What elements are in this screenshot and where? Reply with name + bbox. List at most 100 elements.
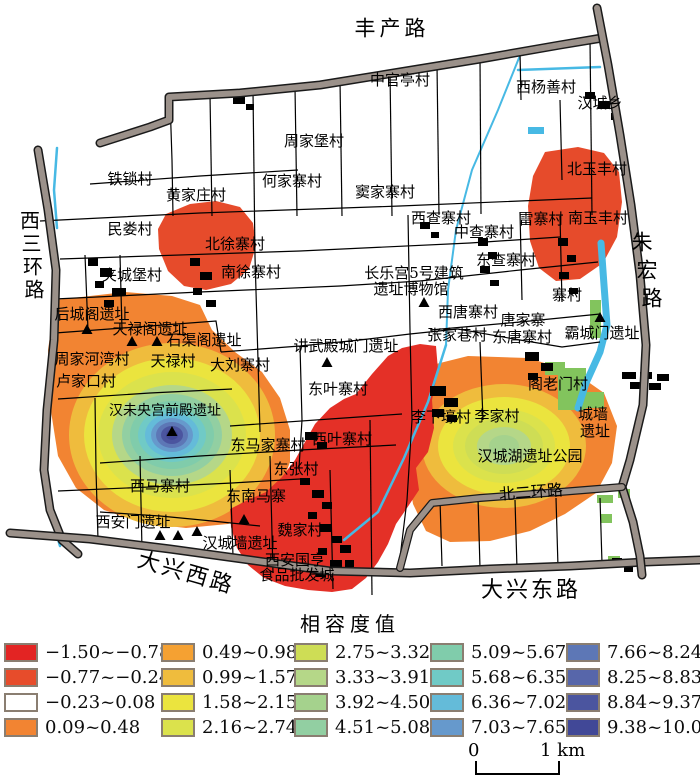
heritage-site-marker — [191, 526, 203, 536]
legend-item: 2.75~3.32 — [294, 642, 430, 663]
legend-swatch — [161, 718, 195, 737]
heritage-site-marker — [172, 530, 184, 540]
road-label-xisanhuanlu: 路 — [25, 278, 45, 302]
village-label: 南徐寨村 — [221, 263, 281, 281]
site-label: 后城阁遗址 — [54, 305, 129, 323]
legend-swatch — [4, 668, 38, 687]
legend-swatch — [430, 718, 464, 737]
legend-item: 8.25~8.83 — [566, 667, 700, 688]
legend-range-label: 2.75~3.32 — [335, 642, 431, 663]
legend-swatch — [430, 643, 464, 662]
legend-range-label: 5.68~6.35 — [471, 667, 567, 688]
road-zhuhonglu — [594, 5, 649, 578]
legend-swatch — [430, 668, 464, 687]
scale-bar — [475, 761, 560, 775]
village-label: 东马家寨村 — [230, 436, 305, 454]
legend-item: 4.51~5.08 — [294, 717, 430, 738]
legend-title: 相容度值 — [300, 612, 400, 636]
legend-range-label: 5.09~5.67 — [471, 642, 567, 663]
scale-bar-zero-label: 0 — [468, 740, 480, 761]
legend-item: 0.09~0.48 — [4, 717, 140, 738]
legend-item: 3.92~4.50 — [294, 692, 430, 713]
road-xisanhuanlu — [35, 147, 81, 557]
legend-swatch — [294, 643, 328, 662]
legend-swatch — [4, 693, 38, 712]
major-roads — [5, 3, 700, 580]
legend-item: 7.03~7.65 — [430, 717, 566, 738]
village-label: 南玉丰村 — [568, 209, 628, 227]
village-label: 西杨善村 — [516, 78, 576, 96]
legend-item: −0.23~0.08 — [4, 692, 155, 713]
legend-swatch — [161, 643, 195, 662]
village-label: 北玉丰村 — [567, 160, 627, 178]
village-label: 窦家寨村 — [355, 183, 415, 201]
legend-item: 8.84~9.37 — [566, 692, 700, 713]
heritage-site-marker — [321, 357, 333, 367]
heritage-site-marker — [81, 324, 93, 334]
village-label: 雷寨村 — [518, 210, 563, 228]
legend-range-label: 4.51~5.08 — [335, 717, 431, 738]
legend-item: 6.36~7.02 — [430, 692, 566, 713]
hancheng-canal — [574, 239, 611, 412]
heritage-markers — [81, 297, 606, 540]
legend-range-label: 1.58~2.15 — [202, 692, 298, 713]
village-label: 何家寨村 — [262, 172, 322, 190]
legend-swatch — [161, 668, 195, 687]
village-label: 铁锁村 — [107, 170, 152, 188]
heritage-site-marker — [154, 530, 166, 540]
road-label-zhuhonglu: 宏 — [637, 259, 658, 283]
legend-item: 0.49~0.98 — [161, 642, 297, 663]
legend-range-label: 8.25~8.83 — [607, 667, 700, 688]
legend-swatch — [294, 693, 328, 712]
village-label: 西唐寨村 — [438, 303, 498, 321]
village-label: 东唐寨村 — [492, 328, 552, 346]
legend-swatch — [430, 693, 464, 712]
site-label: 天禄阁遗址 — [112, 320, 187, 338]
legend-item: −0.77~−0.24 — [4, 667, 170, 688]
site-label: 遗址博物馆 — [373, 280, 448, 298]
road-label-beierhuanlu: 北二环路 — [498, 480, 563, 503]
road-daxinglu — [7, 530, 700, 576]
legend-range-label: 3.33~3.91 — [335, 667, 431, 688]
legend-range-label: 2.16~2.74 — [202, 717, 298, 738]
legend-swatch — [566, 718, 600, 737]
legend-item: 7.66~8.24 — [566, 642, 700, 663]
road-fengchanlu — [97, 35, 605, 146]
village-label: 东叶寨村 — [308, 380, 368, 398]
village-label: 北徐寨村 — [205, 235, 265, 253]
legend-range-label: 6.36~7.02 — [471, 692, 567, 713]
legend-range-label: 7.66~8.24 — [607, 642, 700, 663]
village-label: 东南马寨 — [226, 487, 286, 505]
site-label: 汉城湖遗址公园 — [477, 447, 582, 465]
legend-range-label: −1.50~−0.78 — [45, 642, 171, 663]
village-label: 东张村 — [273, 460, 318, 478]
legend-item: 0.99~1.57 — [161, 667, 297, 688]
heritage-site-marker — [594, 312, 606, 322]
site-label: 城墙 — [578, 405, 608, 423]
road-beierhuanlu — [397, 484, 625, 571]
legend-item: 5.68~6.35 — [430, 667, 566, 688]
legend-range-label: −0.77~−0.24 — [45, 667, 171, 688]
road-label-xisanhuanlu: 三 — [22, 232, 42, 256]
heritage-site-marker — [418, 297, 430, 307]
village-label: 西查寨村 — [411, 209, 471, 227]
legend-swatch — [566, 668, 600, 687]
heritage-site-marker — [238, 514, 250, 524]
village-label: 唐家寨 — [500, 311, 545, 329]
scale-bar-km-label: 1 km — [540, 740, 586, 761]
village-label: 黄家庄村 — [166, 186, 226, 204]
village-label: 东查寨村 — [476, 251, 536, 269]
site-label: 西安门遗址 — [95, 513, 170, 531]
legend-range-label: 9.38~10.00 — [607, 717, 700, 738]
site-label: 长乐宫5号建筑 — [364, 264, 464, 282]
road-label-xisanhuanlu: 西 — [20, 209, 40, 233]
road-label-daxingdonglu: 大兴东路 — [481, 578, 581, 603]
road-label-zhuhonglu: 路 — [642, 287, 663, 311]
legend-range-label: 3.92~4.50 — [335, 692, 431, 713]
village-label: 民娄村 — [107, 220, 152, 238]
legend-range-label: 0.49~0.98 — [202, 642, 298, 663]
poi-label: 食品批发城 — [259, 566, 334, 584]
village-label: 李家村 — [474, 407, 519, 425]
